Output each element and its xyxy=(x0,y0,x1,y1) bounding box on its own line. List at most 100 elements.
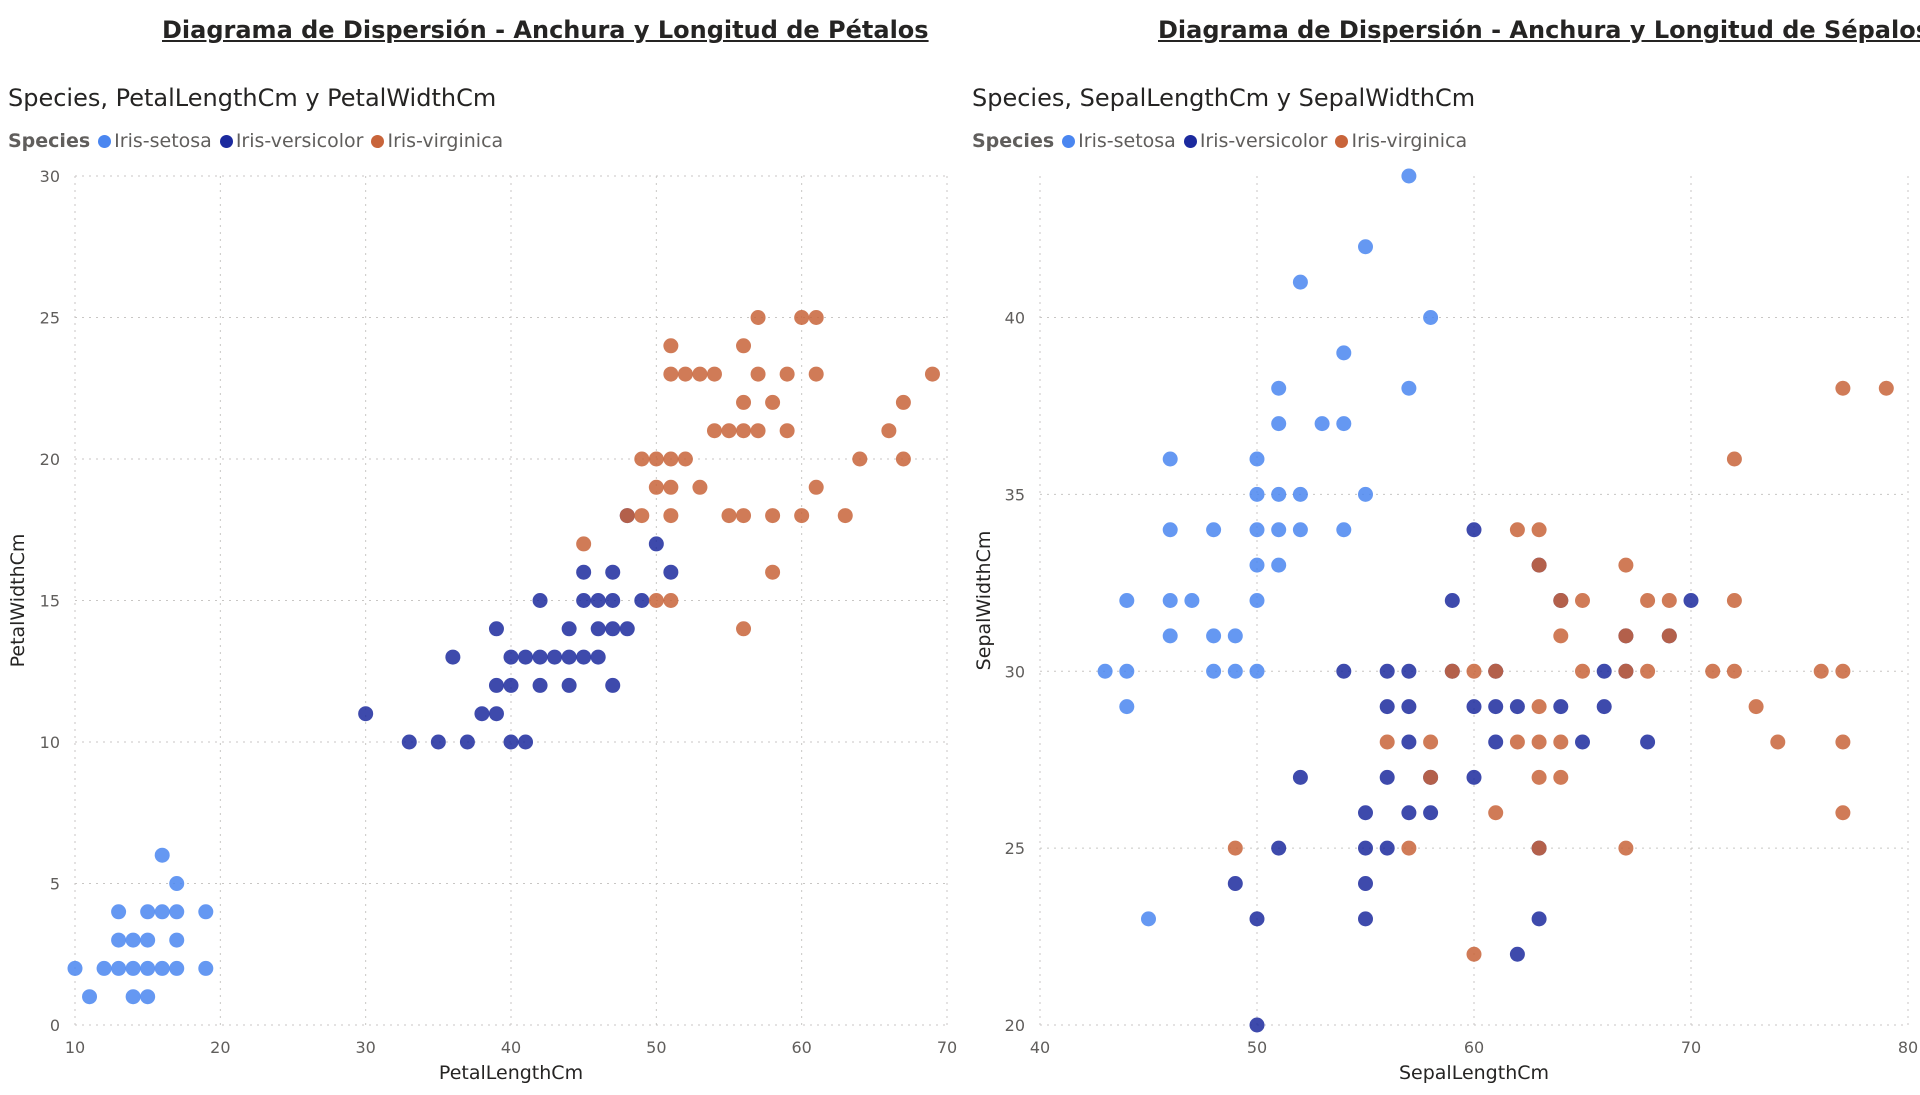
data-point[interactable] xyxy=(1292,522,1308,538)
data-point[interactable] xyxy=(576,649,592,665)
data-point[interactable] xyxy=(1358,239,1373,255)
data-point[interactable] xyxy=(706,423,722,439)
data-point[interactable] xyxy=(1640,593,1656,608)
data-point[interactable] xyxy=(736,621,752,637)
data-point[interactable] xyxy=(1553,628,1569,644)
data-point[interactable] xyxy=(503,734,519,750)
data-point[interactable] xyxy=(663,451,679,467)
data-point[interactable] xyxy=(1379,734,1395,750)
data-point[interactable] xyxy=(488,621,504,637)
data-point[interactable] xyxy=(82,989,98,1005)
legend-item-virginica[interactable]: Iris-virginica xyxy=(1335,130,1467,152)
data-point[interactable] xyxy=(1618,557,1634,573)
data-point[interactable] xyxy=(1401,699,1417,715)
data-point[interactable] xyxy=(1509,734,1525,750)
data-point[interactable] xyxy=(605,593,621,608)
data-point[interactable] xyxy=(1835,380,1851,396)
data-point[interactable] xyxy=(663,366,679,382)
data-point[interactable] xyxy=(1661,628,1677,644)
data-point[interactable] xyxy=(125,960,141,976)
data-point[interactable] xyxy=(532,649,548,665)
data-point[interactable] xyxy=(1466,946,1482,962)
legend-item-versicolor[interactable]: Iris-versicolor xyxy=(1183,130,1327,152)
data-point[interactable] xyxy=(1401,168,1417,184)
data-point[interactable] xyxy=(1336,345,1352,361)
data-point[interactable] xyxy=(619,621,635,637)
data-point[interactable] xyxy=(634,593,650,608)
data-point[interactable] xyxy=(1488,734,1504,750)
data-point[interactable] xyxy=(111,932,127,948)
data-point[interactable] xyxy=(1162,522,1178,538)
data-point[interactable] xyxy=(663,479,679,495)
data-point[interactable] xyxy=(634,508,650,524)
data-point[interactable] xyxy=(459,734,475,750)
data-point[interactable] xyxy=(1249,593,1265,608)
data-point[interactable] xyxy=(619,508,635,524)
data-point[interactable] xyxy=(488,706,504,722)
data-point[interactable] xyxy=(1813,663,1829,679)
data-point[interactable] xyxy=(1227,663,1243,679)
data-point[interactable] xyxy=(1575,734,1590,750)
data-point[interactable] xyxy=(1835,663,1851,679)
data-point[interactable] xyxy=(518,649,534,665)
data-point[interactable] xyxy=(1618,628,1634,644)
data-point[interactable] xyxy=(1379,699,1395,715)
data-point[interactable] xyxy=(1575,593,1590,608)
data-point[interactable] xyxy=(1575,663,1590,679)
data-point[interactable] xyxy=(1314,416,1330,432)
data-point[interactable] xyxy=(67,960,83,976)
data-point[interactable] xyxy=(1726,663,1742,679)
data-point[interactable] xyxy=(576,536,592,552)
data-point[interactable] xyxy=(1770,734,1786,750)
data-point[interactable] xyxy=(503,677,519,693)
data-point[interactable] xyxy=(1119,699,1135,715)
data-point[interactable] xyxy=(808,366,824,382)
data-point[interactable] xyxy=(96,960,112,976)
data-point[interactable] xyxy=(1835,805,1851,821)
data-point[interactable] xyxy=(1271,557,1287,573)
data-point[interactable] xyxy=(794,310,810,325)
data-point[interactable] xyxy=(808,310,824,325)
data-point[interactable] xyxy=(677,366,693,382)
data-point[interactable] xyxy=(692,479,708,495)
data-point[interactable] xyxy=(1358,840,1373,856)
data-point[interactable] xyxy=(634,451,650,467)
data-point[interactable] xyxy=(1336,663,1352,679)
data-point[interactable] xyxy=(1206,628,1222,644)
data-point[interactable] xyxy=(1466,769,1482,785)
data-point[interactable] xyxy=(1292,769,1308,785)
data-point[interactable] xyxy=(1358,486,1373,502)
data-point[interactable] xyxy=(1423,310,1439,325)
data-point[interactable] xyxy=(169,876,185,891)
data-point[interactable] xyxy=(1444,663,1460,679)
data-point[interactable] xyxy=(1596,699,1612,715)
data-point[interactable] xyxy=(503,649,519,665)
data-point[interactable] xyxy=(663,338,679,354)
data-point[interactable] xyxy=(1271,380,1287,396)
data-point[interactable] xyxy=(1184,593,1200,608)
data-point[interactable] xyxy=(1249,1017,1265,1033)
data-point[interactable] xyxy=(1292,274,1308,290)
data-point[interactable] xyxy=(721,423,737,439)
data-point[interactable] xyxy=(1097,663,1113,679)
data-point[interactable] xyxy=(1488,805,1504,821)
data-point[interactable] xyxy=(1423,805,1439,821)
data-point[interactable] xyxy=(895,394,911,410)
data-point[interactable] xyxy=(765,394,781,410)
data-point[interactable] xyxy=(663,593,679,608)
data-point[interactable] xyxy=(547,649,563,665)
data-point[interactable] xyxy=(1119,593,1135,608)
data-point[interactable] xyxy=(198,904,214,920)
data-point[interactable] xyxy=(1358,911,1373,927)
data-point[interactable] xyxy=(1531,734,1547,750)
data-point[interactable] xyxy=(648,451,664,467)
data-point[interactable] xyxy=(1423,734,1439,750)
data-point[interactable] xyxy=(779,366,795,382)
data-point[interactable] xyxy=(663,508,679,524)
data-point[interactable] xyxy=(154,847,170,863)
data-point[interactable] xyxy=(1227,628,1243,644)
data-point[interactable] xyxy=(1401,734,1417,750)
data-point[interactable] xyxy=(605,564,621,580)
data-point[interactable] xyxy=(1249,522,1265,538)
data-point[interactable] xyxy=(1379,769,1395,785)
